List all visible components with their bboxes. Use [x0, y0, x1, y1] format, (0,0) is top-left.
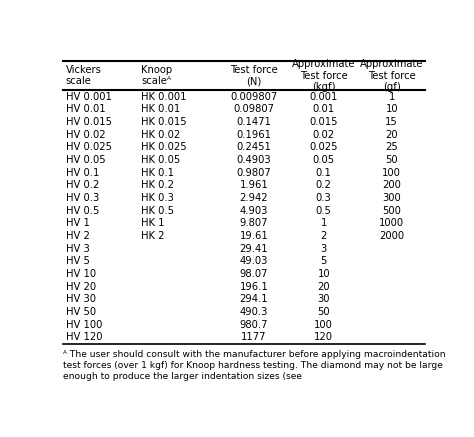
Text: 25: 25	[385, 142, 398, 153]
Text: 200: 200	[382, 180, 401, 191]
Text: 980.7: 980.7	[240, 319, 268, 329]
Text: 100: 100	[382, 168, 401, 178]
Text: HV 100: HV 100	[66, 319, 102, 329]
Text: 49.03: 49.03	[240, 256, 268, 266]
Text: HV 0.3: HV 0.3	[66, 193, 99, 203]
Text: enough to produce the larger indentation sizes (see: enough to produce the larger indentation…	[63, 372, 305, 381]
Text: HK 0.2: HK 0.2	[141, 180, 174, 191]
Text: HK 0.001: HK 0.001	[141, 92, 187, 102]
Text: 30: 30	[318, 294, 330, 304]
Text: Knoop
scaleᴬ: Knoop scaleᴬ	[141, 65, 172, 87]
Text: HV 0.05: HV 0.05	[66, 155, 106, 165]
Text: 1177: 1177	[241, 332, 267, 342]
Text: 2: 2	[320, 231, 327, 241]
Text: test forces (over 1 kgf) for Knoop hardness testing. The diamond may not be larg: test forces (over 1 kgf) for Knoop hardn…	[63, 361, 443, 370]
Text: HV 0.001: HV 0.001	[66, 92, 112, 102]
Text: HV 0.5: HV 0.5	[66, 206, 99, 215]
Text: 0.1961: 0.1961	[237, 130, 272, 140]
Text: 0.09807: 0.09807	[234, 104, 274, 114]
Text: 3: 3	[320, 243, 327, 253]
Text: HK 0.1: HK 0.1	[141, 168, 174, 178]
Text: HV 20: HV 20	[66, 281, 96, 291]
Text: HK 0.05: HK 0.05	[141, 155, 181, 165]
Text: 29.41: 29.41	[240, 243, 268, 253]
Text: 2.942: 2.942	[240, 193, 268, 203]
Text: 5: 5	[320, 256, 327, 266]
Text: 1: 1	[389, 92, 395, 102]
Text: Approximate
Test force
(gf): Approximate Test force (gf)	[360, 59, 423, 92]
Text: HK 1: HK 1	[141, 218, 164, 228]
Text: 120: 120	[314, 332, 333, 342]
Text: 500: 500	[382, 206, 401, 215]
Text: 490.3: 490.3	[240, 307, 268, 317]
Text: 0.05: 0.05	[313, 155, 335, 165]
Text: HK 0.01: HK 0.01	[141, 104, 181, 114]
Text: 0.01: 0.01	[313, 104, 335, 114]
Text: 0.001: 0.001	[310, 92, 338, 102]
Text: HV 120: HV 120	[66, 332, 102, 342]
Text: 196.1: 196.1	[239, 281, 268, 291]
Text: 0.4903: 0.4903	[237, 155, 271, 165]
Text: 50: 50	[385, 155, 398, 165]
Text: 15: 15	[385, 117, 398, 127]
Text: HK 0.5: HK 0.5	[141, 206, 174, 215]
Text: 0.009807: 0.009807	[230, 92, 278, 102]
Text: HK 2: HK 2	[141, 231, 164, 241]
Text: 0.3: 0.3	[316, 193, 332, 203]
Text: HV 0.1: HV 0.1	[66, 168, 99, 178]
Text: 0.1471: 0.1471	[237, 117, 272, 127]
Text: 1.961: 1.961	[239, 180, 268, 191]
Text: 4.903: 4.903	[240, 206, 268, 215]
Text: 10: 10	[385, 104, 398, 114]
Text: 1000: 1000	[379, 218, 404, 228]
Text: 0.2: 0.2	[316, 180, 332, 191]
Text: 0.9807: 0.9807	[237, 168, 271, 178]
Text: HV 1: HV 1	[66, 218, 90, 228]
Text: 50: 50	[318, 307, 330, 317]
Text: HV 0.02: HV 0.02	[66, 130, 106, 140]
Text: 100: 100	[314, 319, 333, 329]
Text: HK 0.025: HK 0.025	[141, 142, 187, 153]
Text: HV 5: HV 5	[66, 256, 90, 266]
Text: HV 30: HV 30	[66, 294, 96, 304]
Text: 294.1: 294.1	[240, 294, 268, 304]
Text: HV 50: HV 50	[66, 307, 96, 317]
Text: 1: 1	[320, 218, 327, 228]
Text: 20: 20	[385, 130, 398, 140]
Text: Test force
(N): Test force (N)	[230, 65, 278, 87]
Text: 0.015: 0.015	[310, 117, 338, 127]
Text: Vickers
scale: Vickers scale	[66, 65, 102, 87]
Text: 0.5: 0.5	[316, 206, 332, 215]
Text: HV 0.01: HV 0.01	[66, 104, 106, 114]
Text: HV 0.025: HV 0.025	[66, 142, 112, 153]
Text: 0.02: 0.02	[313, 130, 335, 140]
Text: HV 0.015: HV 0.015	[66, 117, 112, 127]
Text: HV 2: HV 2	[66, 231, 90, 241]
Text: HV 10: HV 10	[66, 269, 96, 279]
Text: 300: 300	[383, 193, 401, 203]
Text: 19.61: 19.61	[239, 231, 268, 241]
Text: HV 0.2: HV 0.2	[66, 180, 99, 191]
Text: 10: 10	[318, 269, 330, 279]
Text: HK 0.015: HK 0.015	[141, 117, 187, 127]
Text: ᴬ The user should consult with the manufacturer before applying macroindentation: ᴬ The user should consult with the manuf…	[63, 350, 446, 359]
Text: 9.807: 9.807	[240, 218, 268, 228]
Text: 20: 20	[318, 281, 330, 291]
Text: 98.07: 98.07	[240, 269, 268, 279]
Text: 0.1: 0.1	[316, 168, 332, 178]
Text: 0.025: 0.025	[310, 142, 338, 153]
Text: HK 0.02: HK 0.02	[141, 130, 181, 140]
Text: HV 3: HV 3	[66, 243, 90, 253]
Text: HK 0.3: HK 0.3	[141, 193, 174, 203]
Text: Approximate
Test force
(kgf): Approximate Test force (kgf)	[292, 59, 356, 92]
Text: 0.2451: 0.2451	[237, 142, 272, 153]
Text: 2000: 2000	[379, 231, 404, 241]
